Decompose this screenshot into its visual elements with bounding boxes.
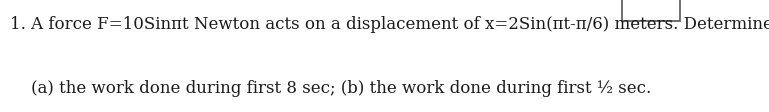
Text: 1. A force F=10Sinπt Newton acts on a displacement of x=2Sin(πt-π/6) meters. Det: 1. A force F=10Sinπt Newton acts on a di… xyxy=(10,16,769,33)
Text: (a) the work done during first 8 sec; (b) the work done during first ½ sec.: (a) the work done during first 8 sec; (b… xyxy=(10,79,651,96)
Bar xyxy=(622,0,680,22)
